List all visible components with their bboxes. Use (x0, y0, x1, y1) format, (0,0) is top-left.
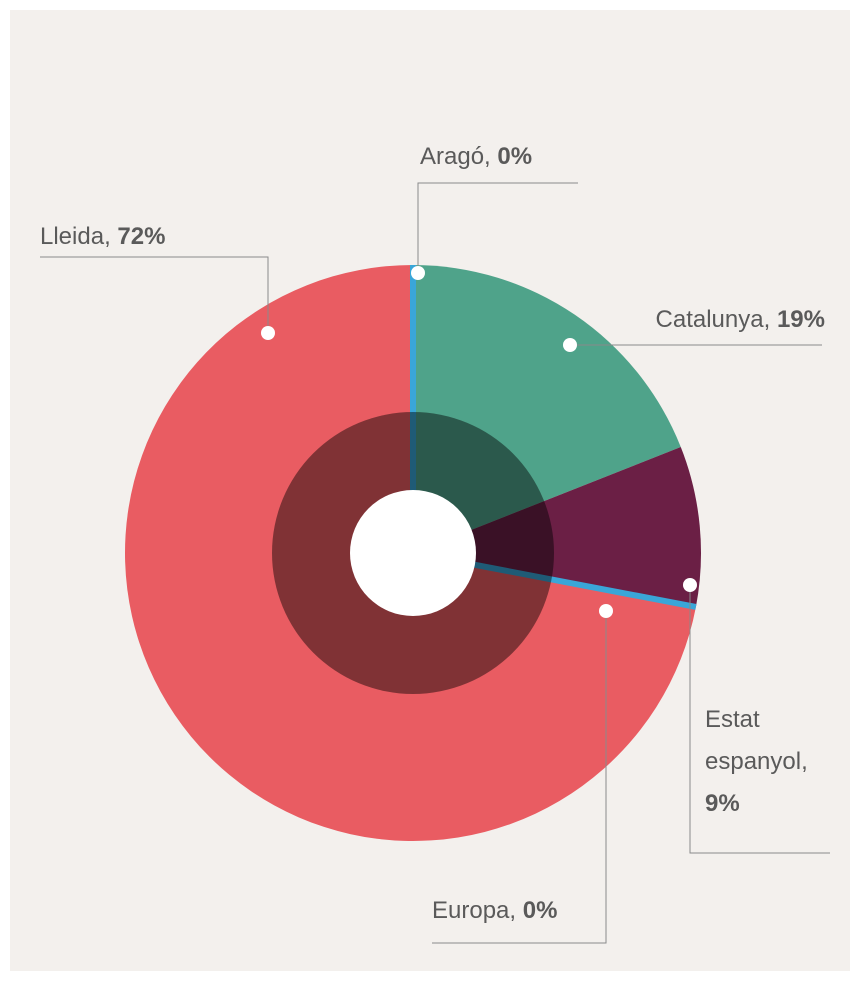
value-label: 0% (522, 897, 558, 924)
slice-label: Europa, 0% (432, 890, 732, 932)
leader-dot (261, 326, 275, 340)
slice-label: Lleida, 72% (40, 216, 340, 258)
leader-line (417, 182, 578, 273)
leader-dot (411, 266, 425, 280)
leader-line (40, 256, 269, 333)
label-separator: , (509, 897, 517, 924)
value-label: 72% (117, 223, 166, 250)
slice-label: Aragó, 0% (420, 136, 720, 178)
value-label: 0% (497, 143, 533, 170)
leader-dot (683, 578, 697, 592)
category-name: Lleida (40, 223, 105, 250)
leader-dot (599, 604, 613, 618)
label-separator: , (763, 306, 771, 333)
category-name: Aragó (420, 143, 485, 170)
pie-slice (413, 446, 702, 607)
leader-line (689, 585, 830, 854)
label-separator: , (801, 748, 808, 775)
label-separator: , (484, 143, 491, 170)
leader-dot (563, 338, 577, 352)
slice-label: Estat espanyol, 9% (705, 699, 835, 825)
value-label: 19% (776, 306, 825, 333)
pie-slice (413, 265, 681, 553)
category-name: Estat espanyol (705, 706, 802, 775)
slice-label: Catalunya, 19% (560, 299, 825, 341)
label-separator: , (104, 223, 111, 250)
value-label: 9% (705, 790, 740, 817)
leader-line (432, 611, 607, 944)
donut-hole (350, 490, 476, 616)
category-name: Catalunya (655, 306, 764, 333)
category-name: Europa (432, 897, 510, 924)
